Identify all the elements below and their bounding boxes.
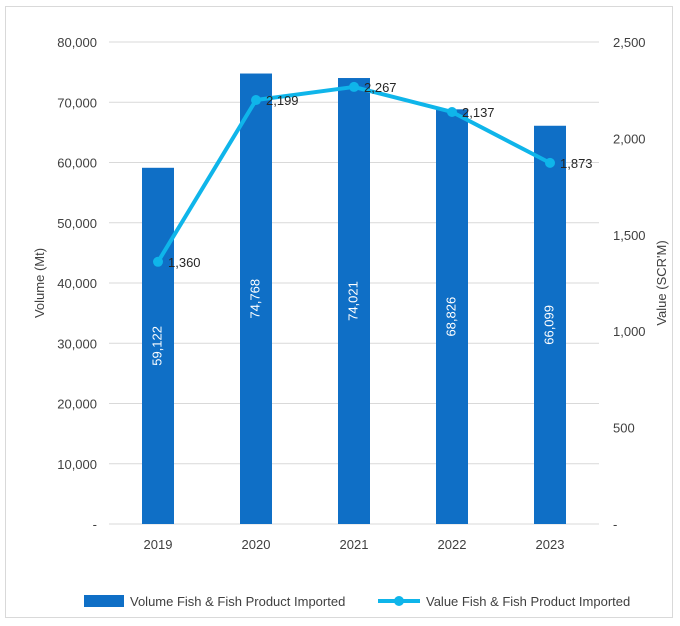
y2-axis-title: Value (SCR'M) xyxy=(654,240,669,325)
y-tick-label: 30,000 xyxy=(57,336,97,351)
y-axis-title: Volume (Mt) xyxy=(32,248,47,318)
bar-series: 59,122 74,768 74,021 68,826 66,099 xyxy=(142,73,566,525)
bar-data-label: 74,768 xyxy=(247,279,262,319)
y2-tick-label: - xyxy=(613,517,617,532)
bar xyxy=(240,73,272,524)
bar xyxy=(338,78,370,525)
legend: Volume Fish & Fish Product Imported Value… xyxy=(84,594,630,609)
line-point xyxy=(349,81,359,92)
y-tick-label: 20,000 xyxy=(57,397,97,412)
x-tick-label: 2019 xyxy=(144,537,173,552)
y-tick-label: 50,000 xyxy=(57,216,97,231)
line-data-label: 2,137 xyxy=(462,105,495,120)
legend-line-marker xyxy=(394,596,404,606)
line-data-label: 1,360 xyxy=(168,255,201,270)
bar xyxy=(534,125,566,524)
line-data-label: 1,873 xyxy=(560,156,593,171)
y-tick-label: - xyxy=(93,517,97,532)
line-point xyxy=(153,256,163,267)
y-tick-label: 40,000 xyxy=(57,276,97,291)
legend-bar-swatch xyxy=(84,595,124,607)
bar-data-label: 68,826 xyxy=(443,297,458,337)
line-data-label: 2,267 xyxy=(364,80,397,95)
y2-tick-label: 2,500 xyxy=(613,35,646,50)
x-tick-label: 2020 xyxy=(242,537,271,552)
x-tick-label: 2021 xyxy=(340,537,369,552)
y-tick-label: 70,000 xyxy=(57,95,97,110)
bar xyxy=(436,109,468,524)
line-data-label: 2,199 xyxy=(266,93,299,108)
line-series: 1,360 2,199 2,267 2,137 1,873 xyxy=(153,80,593,270)
legend-label: Value Fish & Fish Product Imported xyxy=(426,594,630,609)
chart-area: 59,122 74,768 74,021 68,826 66,099 1,360 2,19… xyxy=(5,6,673,618)
y2-tick-label: 1,000 xyxy=(613,324,646,339)
bar-data-label: 66,099 xyxy=(541,305,556,345)
axis-ticks: - 10,000 20,000 30,000 40,000 50,000 60,000 70,… xyxy=(57,35,645,552)
line-point xyxy=(545,157,555,168)
legend-label: Volume Fish & Fish Product Imported xyxy=(130,594,345,609)
y2-tick-label: 500 xyxy=(613,421,635,436)
y-tick-label: 60,000 xyxy=(57,156,97,171)
combo-chart: 59,122 74,768 74,021 68,826 66,099 1,360 2,19… xyxy=(32,35,669,609)
y-tick-label: 80,000 xyxy=(57,35,97,50)
x-tick-label: 2022 xyxy=(438,537,467,552)
y2-tick-label: 2,000 xyxy=(613,131,646,146)
y-tick-label: 10,000 xyxy=(57,457,97,472)
bar xyxy=(142,167,174,524)
y2-tick-label: 1,500 xyxy=(613,228,646,243)
bar-data-label: 59,122 xyxy=(149,326,164,366)
line-point xyxy=(447,106,457,117)
x-tick-label: 2023 xyxy=(536,537,565,552)
line-point xyxy=(251,95,261,106)
bar-data-label: 74,021 xyxy=(345,281,360,321)
